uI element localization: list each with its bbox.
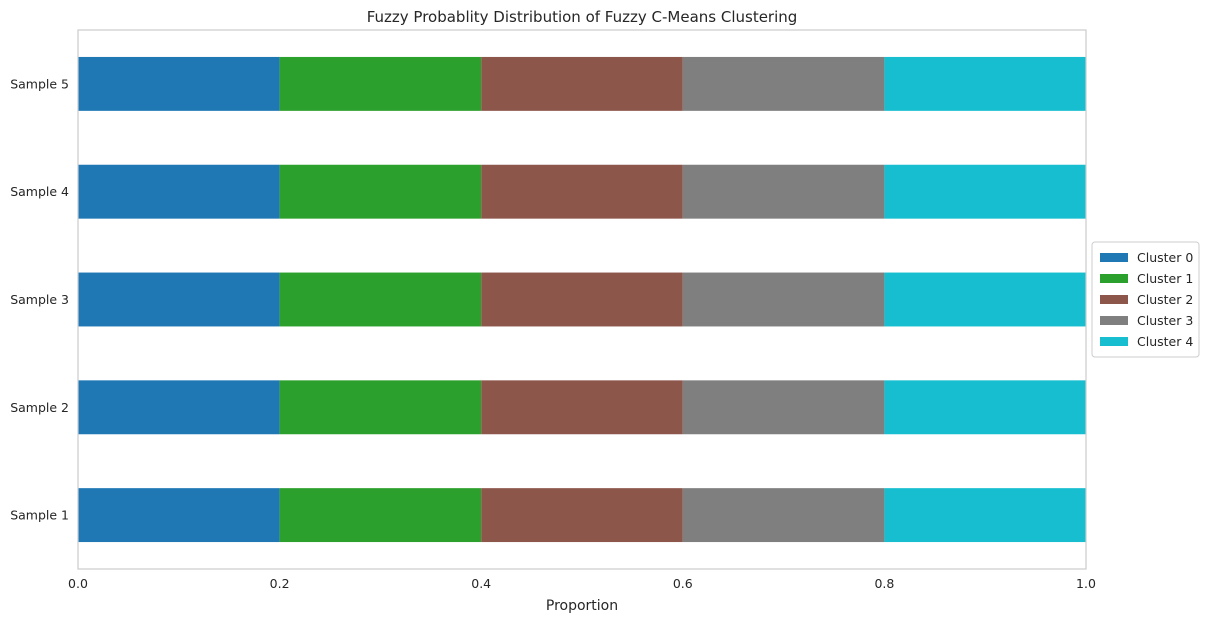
bar-segment — [884, 380, 1086, 435]
bar-segment — [682, 380, 885, 435]
x-tick-label: 0.2 — [270, 576, 290, 591]
x-tick-label: 0.4 — [471, 576, 491, 591]
legend-swatch — [1100, 253, 1128, 262]
bar-segment — [78, 272, 280, 327]
bar-segment — [279, 56, 482, 111]
bar-segment — [481, 56, 683, 111]
y-tick-label: Sample 4 — [10, 184, 69, 199]
legend-label: Cluster 0 — [1137, 250, 1193, 265]
chart-title: Fuzzy Probablity Distribution of Fuzzy C… — [367, 8, 798, 26]
bar-segment — [279, 272, 482, 327]
legend: Cluster 0 Cluster 1 Cluster 2 Cluster 3 Clus… — [1091, 241, 1200, 358]
x-tick-label: 0.6 — [673, 576, 693, 591]
x-tick-label: 0.8 — [874, 576, 894, 591]
bar-segment — [682, 164, 885, 219]
bar-segment — [78, 56, 280, 111]
legend-swatch — [1100, 337, 1128, 346]
legend-swatch — [1100, 316, 1128, 325]
bar-segment — [682, 272, 885, 327]
legend-label: Cluster 4 — [1137, 334, 1193, 349]
bar-segment — [78, 164, 280, 219]
plot-frame — [77, 29, 1087, 570]
bar-segment — [279, 380, 482, 435]
legend-label: Cluster 3 — [1137, 313, 1193, 328]
y-tick-label: Sample 5 — [10, 76, 69, 91]
bar-segment — [279, 164, 482, 219]
bar-segment — [884, 56, 1086, 111]
bar-segment — [279, 488, 482, 543]
bars-layer — [78, 56, 1086, 543]
bar-segment — [682, 56, 885, 111]
bar-segment — [884, 272, 1086, 327]
legend-label: Cluster 1 — [1137, 271, 1193, 286]
y-tick-label: Sample 3 — [10, 292, 69, 307]
bar-segment — [78, 380, 280, 435]
x-tick-label: 0.0 — [68, 576, 88, 591]
legend-swatch — [1100, 295, 1128, 304]
bar-segment — [884, 164, 1086, 219]
bar-segment — [481, 488, 683, 543]
x-axis: 0.0 0.2 0.4 0.6 0.8 1.0 — [68, 576, 1096, 591]
y-tick-label: Sample 2 — [10, 400, 69, 415]
x-tick-label: 1.0 — [1076, 576, 1096, 591]
bar-segment — [481, 164, 683, 219]
x-axis-label: Proportion — [546, 598, 618, 614]
legend-label: Cluster 2 — [1137, 292, 1193, 307]
legend-swatch — [1100, 274, 1128, 283]
bar-segment — [481, 380, 683, 435]
y-tick-label: Sample 1 — [10, 508, 69, 523]
bar-segment — [78, 488, 280, 543]
bar-segment — [481, 272, 683, 327]
legend-frame — [1091, 241, 1200, 358]
bar-segment — [682, 488, 885, 543]
bar-segment — [884, 488, 1086, 543]
y-axis: Sample 1 Sample 2 Sample 3 Sample 4 Sample 5 — [10, 76, 69, 522]
